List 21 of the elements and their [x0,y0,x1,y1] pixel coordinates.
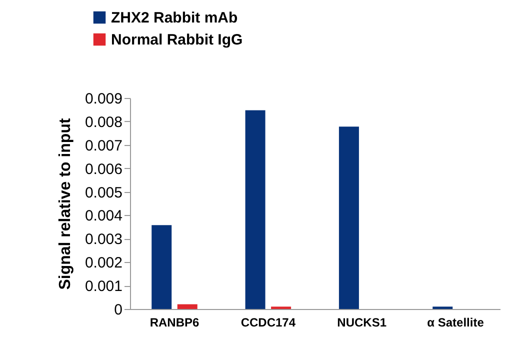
x-tick-label: RANBP6 [150,316,200,330]
bar [338,126,359,309]
x-tick-label: CCDC174 [240,316,296,330]
legend-label: ZHX2 Rabbit mAb [111,10,238,26]
bar [177,304,198,309]
y-tick-label: 0.009 [84,90,122,108]
y-tick-label: 0.002 [84,254,122,272]
y-tick-label: 0.005 [84,184,122,202]
y-tick-label: 0.001 [84,278,122,296]
x-tick-label: NUCKS1 [337,316,387,330]
bar [152,225,172,309]
legend-label: Normal Rabbit IgG [111,32,243,48]
y-axis-title: Signal relative to input [56,118,74,290]
y-tick-label: 0.003 [84,231,122,248]
bar [245,110,266,309]
y-tick-label: 0.004 [84,208,122,225]
y-tick-label: 0.007 [84,137,122,154]
y-tick-label: 0.008 [84,114,122,131]
y-tick-label: 0 [114,302,122,318]
y-tick-label: 0.006 [84,160,122,178]
x-tick-label: α Satellite [427,316,484,330]
